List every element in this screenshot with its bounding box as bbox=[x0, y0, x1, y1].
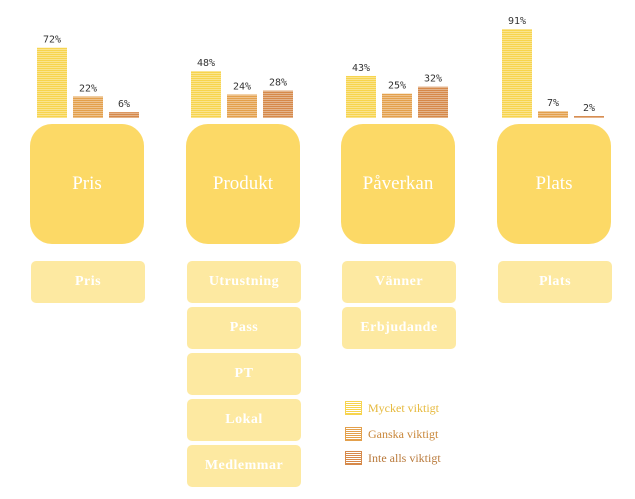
data-label-produkt-series-0: 48% bbox=[197, 58, 215, 69]
sub-box-2-1: Erbjudande bbox=[342, 307, 456, 349]
sub-box-2-0: Vänner bbox=[342, 261, 456, 303]
sub-box-1-4: Medlemmar bbox=[187, 445, 301, 487]
bar-produkt-series-2 bbox=[263, 90, 293, 118]
sub-box-1-2: PT bbox=[187, 353, 301, 395]
bar-påverkan-series-2 bbox=[418, 86, 448, 118]
data-label-pris-series-0: 72% bbox=[43, 35, 61, 46]
data-label-plats-series-1: 7% bbox=[547, 98, 559, 109]
data-label-pris-series-2: 6% bbox=[118, 99, 130, 110]
data-label-plats-series-2: 2% bbox=[583, 103, 595, 114]
legend-swatch-mycket bbox=[345, 401, 362, 415]
sub-box-1-1: Pass bbox=[187, 307, 301, 349]
bar-pris-series-1 bbox=[73, 96, 103, 118]
data-label-pris-series-1: 22% bbox=[79, 83, 97, 94]
category-box-3: Plats bbox=[497, 124, 611, 244]
legend-swatch-inte bbox=[345, 451, 362, 465]
bar-påverkan-series-0 bbox=[346, 75, 376, 118]
sub-box-3-0: Plats bbox=[498, 261, 612, 303]
category-box-0: Pris bbox=[30, 124, 144, 244]
legend-label-inte: Inte alls viktigt bbox=[368, 450, 441, 465]
sub-box-1-3: Lokal bbox=[187, 399, 301, 441]
legend-item-mycket: Mycket viktigt bbox=[345, 400, 439, 416]
legend-item-ganska: Ganska viktigt bbox=[345, 426, 438, 442]
legend-swatch-ganska bbox=[345, 427, 362, 441]
legend-item-inte: Inte alls viktigt bbox=[345, 450, 441, 466]
data-label-plats-series-0: 91% bbox=[508, 16, 526, 27]
legend-label-ganska: Ganska viktigt bbox=[368, 426, 439, 441]
bar-group: 72% 22% 6% 48% 24% 28% 43% 25% 32% 91% 7% 2% bbox=[37, 16, 604, 119]
data-label-produkt-series-1: 24% bbox=[233, 82, 251, 93]
data-label-påverkan-series-0: 43% bbox=[352, 63, 370, 74]
bar-plats-series-2 bbox=[574, 116, 604, 118]
bar-produkt-series-0 bbox=[191, 71, 221, 118]
sub-box-1-0: Utrustning bbox=[187, 261, 301, 303]
bar-pris-series-0 bbox=[37, 47, 67, 119]
bar-produkt-series-1 bbox=[227, 94, 257, 118]
data-label-påverkan-series-2: 32% bbox=[424, 74, 442, 85]
data-label-påverkan-series-1: 25% bbox=[388, 81, 406, 92]
legend-label-mycket: Mycket viktigt bbox=[368, 400, 439, 415]
sub-box-0-0: Pris bbox=[31, 261, 145, 303]
data-label-produkt-series-2: 28% bbox=[269, 78, 287, 89]
category-box-2: Påverkan bbox=[341, 124, 455, 244]
bar-pris-series-2 bbox=[109, 112, 139, 118]
bar-plats-series-1 bbox=[538, 111, 568, 118]
bar-plats-series-0 bbox=[502, 29, 532, 118]
category-box-1: Produkt bbox=[186, 124, 300, 244]
bar-påverkan-series-1 bbox=[382, 93, 412, 118]
